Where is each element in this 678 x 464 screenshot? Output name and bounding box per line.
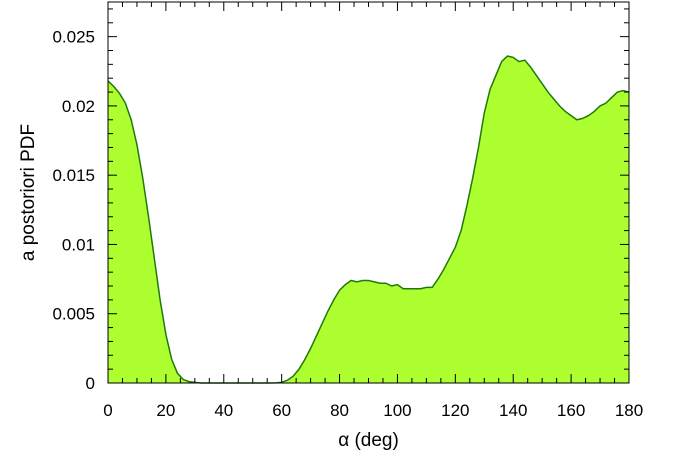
x-tick-label: 0: [103, 401, 112, 420]
y-axis-title: a postoriori PDF: [18, 124, 39, 261]
y-tick-label: 0.015: [52, 166, 95, 185]
x-tick-label: 80: [330, 401, 349, 420]
y-tick-label: 0.025: [52, 28, 95, 47]
y-tick-label: 0.005: [52, 305, 95, 324]
x-tick-label: 60: [272, 401, 291, 420]
plot-area: [108, 56, 629, 383]
x-axis-title: α (deg): [338, 430, 399, 451]
x-tick-label: 120: [441, 401, 469, 420]
x-tick-label: 160: [557, 401, 585, 420]
x-tick-label: 180: [615, 401, 643, 420]
x-tick-label: 20: [156, 401, 175, 420]
y-tick-label: 0.01: [62, 235, 95, 254]
x-tick-label: 140: [499, 401, 527, 420]
x-tick-label: 100: [383, 401, 411, 420]
y-tick-label: 0: [86, 374, 95, 393]
x-tick-label: 40: [214, 401, 233, 420]
y-tick-label: 0.02: [62, 97, 95, 116]
pdf-area-0: [108, 56, 629, 383]
